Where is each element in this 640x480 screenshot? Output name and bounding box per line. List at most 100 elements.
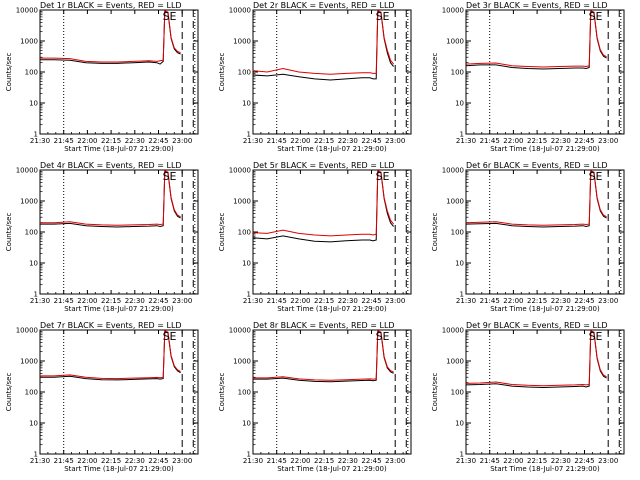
se-marker: SE xyxy=(376,10,390,23)
x-tick-label: 23:00 xyxy=(598,457,618,465)
lld-series-line xyxy=(466,10,607,68)
x-tick-label: 23:00 xyxy=(598,137,618,145)
y-tick-label: 1 xyxy=(460,131,464,139)
y-tick-label: 1 xyxy=(247,131,251,139)
se-marker: SE xyxy=(376,330,390,343)
lld-series-line xyxy=(253,170,394,237)
x-tick-label: 21:45 xyxy=(480,457,500,465)
chart-title: Det 3r BLACK = Events, RED = LLD xyxy=(466,1,608,10)
y-axis-label: Counts/sec xyxy=(218,213,226,252)
x-tick-label: 22:00 xyxy=(503,137,523,145)
y-axis-label: Counts/sec xyxy=(218,53,226,92)
x-tick-label: 21:30 xyxy=(243,297,263,305)
y-tick-label: 1000 xyxy=(233,38,251,46)
y-tick-label: 1 xyxy=(34,291,38,299)
y-tick-label: 10 xyxy=(29,100,38,108)
x-tick-label: 22:45 xyxy=(361,297,381,305)
x-tick-label: 21:45 xyxy=(267,457,287,465)
x-tick-label: 21:30 xyxy=(30,137,50,145)
x-tick-label: 22:45 xyxy=(574,297,594,305)
x-tick-label: 21:30 xyxy=(243,457,263,465)
lld-series-line xyxy=(253,10,394,75)
lld-series-line xyxy=(40,10,181,63)
chart-title: Det 1r BLACK = Events, RED = LLD xyxy=(40,1,182,10)
x-tick-label: 22:15 xyxy=(314,297,334,305)
x-tick-label: 21:30 xyxy=(456,137,476,145)
x-tick-label: 22:30 xyxy=(338,297,358,305)
x-axis-label: Start Time (18-Jul-07 21:29:00) xyxy=(64,465,174,473)
x-tick-label: 22:15 xyxy=(314,137,334,145)
y-axis-label: Counts/sec xyxy=(431,373,439,412)
events-series-line xyxy=(253,170,394,243)
x-tick-label: 23:00 xyxy=(172,297,192,305)
y-tick-label: 10 xyxy=(242,420,251,428)
se-marker: SE xyxy=(163,170,177,183)
detector-chart-2: Det 2r BLACK = Events, RED = LLD 21:30 21:… xyxy=(218,1,412,153)
x-tick-label: 21:30 xyxy=(243,137,263,145)
x-tick-label: 21:45 xyxy=(54,457,74,465)
y-tick-label: 10000 xyxy=(442,167,464,175)
y-axis-label: Counts/sec xyxy=(218,373,226,412)
se-marker: SE xyxy=(589,330,603,343)
y-tick-label: 10000 xyxy=(229,7,251,15)
y-tick-label: 100 xyxy=(451,69,464,77)
x-tick-label: 21:30 xyxy=(456,297,476,305)
chart-title: Det 5r BLACK = Events, RED = LLD xyxy=(253,161,395,170)
chart-title: Det 8r BLACK = Events, RED = LLD xyxy=(253,321,395,330)
detector-chart-4: Det 4r BLACK = Events, RED = LLD 21:30 21:… xyxy=(5,161,199,313)
y-tick-label: 10000 xyxy=(16,167,38,175)
x-tick-label: 22:15 xyxy=(527,297,547,305)
events-series-line xyxy=(466,170,607,228)
events-series-line xyxy=(466,330,607,389)
x-axis-label: Start Time (18-Jul-07 21:29:00) xyxy=(490,305,600,313)
y-tick-label: 1000 xyxy=(20,198,38,206)
chart-title: Det 7r BLACK = Events, RED = LLD xyxy=(40,321,182,330)
y-tick-label: 10 xyxy=(242,260,251,268)
detector-chart-8: Det 8r BLACK = Events, RED = LLD 21:30 21:… xyxy=(218,321,412,473)
y-tick-label: 10 xyxy=(455,260,464,268)
detector-chart-1: Det 1r BLACK = Events, RED = LLD 21:30 21:… xyxy=(5,1,199,153)
y-axis-label: Counts/sec xyxy=(5,213,13,252)
detector-chart-7: Det 7r BLACK = Events, RED = LLD 21:30 21:… xyxy=(5,321,199,473)
events-series-line xyxy=(253,330,394,383)
y-tick-label: 10 xyxy=(29,260,38,268)
x-tick-label: 21:45 xyxy=(267,137,287,145)
x-tick-label: 22:00 xyxy=(290,137,310,145)
y-axis-label: Counts/sec xyxy=(5,53,13,92)
chart-title: Det 9r BLACK = Events, RED = LLD xyxy=(466,321,608,330)
x-tick-label: 22:00 xyxy=(77,457,97,465)
events-series-line xyxy=(40,10,181,65)
y-tick-label: 10000 xyxy=(16,7,38,15)
x-tick-label: 22:45 xyxy=(574,457,594,465)
y-tick-label: 1000 xyxy=(446,38,464,46)
x-tick-label: 22:30 xyxy=(125,297,145,305)
y-axis-label: Counts/sec xyxy=(431,53,439,92)
y-tick-label: 10 xyxy=(455,100,464,108)
x-tick-label: 22:15 xyxy=(314,457,334,465)
x-tick-label: 22:15 xyxy=(101,297,121,305)
x-tick-label: 22:45 xyxy=(148,297,168,305)
y-tick-label: 1 xyxy=(247,291,251,299)
events-series-line xyxy=(466,10,607,70)
y-tick-label: 1000 xyxy=(233,358,251,366)
x-tick-label: 21:45 xyxy=(54,137,74,145)
chart-title: Det 4r BLACK = Events, RED = LLD xyxy=(40,161,182,170)
x-tick-label: 23:00 xyxy=(598,297,618,305)
y-tick-label: 1 xyxy=(460,451,464,459)
y-tick-label: 10 xyxy=(29,420,38,428)
y-tick-label: 10 xyxy=(455,420,464,428)
y-tick-label: 100 xyxy=(238,69,251,77)
y-axis-label: Counts/sec xyxy=(5,373,13,412)
x-axis-label: Start Time (18-Jul-07 21:29:00) xyxy=(277,465,387,473)
x-tick-label: 22:00 xyxy=(290,297,310,305)
detector-chart-9: Det 9r BLACK = Events, RED = LLD 21:30 21:… xyxy=(431,321,625,473)
y-tick-label: 1 xyxy=(247,451,251,459)
y-tick-label: 100 xyxy=(238,229,251,237)
y-tick-label: 10000 xyxy=(442,327,464,335)
x-tick-label: 23:00 xyxy=(172,457,192,465)
x-tick-label: 23:00 xyxy=(385,297,405,305)
y-tick-label: 1000 xyxy=(20,38,38,46)
x-axis-label: Start Time (18-Jul-07 21:29:00) xyxy=(64,145,174,153)
x-tick-label: 21:45 xyxy=(480,137,500,145)
